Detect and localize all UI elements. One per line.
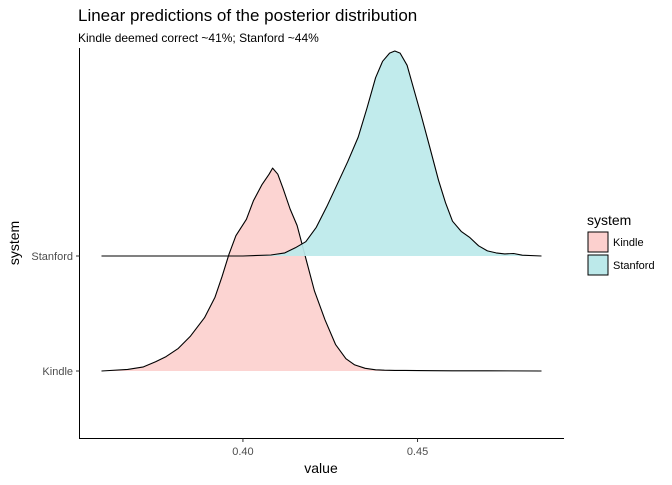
legend-key-kindle — [587, 231, 609, 253]
legend-key-stanford — [587, 254, 609, 276]
x-tick-label-1: 0.45 — [407, 446, 428, 458]
density-line-kindle — [101, 167, 542, 372]
legend-label-stanford: Stanford — [613, 260, 655, 272]
legend-title: system — [587, 212, 631, 228]
x-axis-ticks: 0.40 0.45 — [232, 438, 428, 458]
y-axis-title: system — [6, 221, 22, 265]
density-ridges — [101, 50, 542, 372]
legend-label-kindle: Kindle — [613, 237, 644, 249]
x-tick-label-0: 0.40 — [232, 446, 253, 458]
density-area-stanford — [101, 51, 542, 256]
y-tick-label-kindle: Kindle — [42, 366, 73, 378]
chart-title: Linear predictions of the posterior dist… — [78, 6, 417, 25]
density-line-stanford — [101, 50, 542, 257]
x-axis-title: value — [304, 460, 338, 476]
density-area-kindle — [101, 168, 542, 371]
legend: system Kindle Stanford — [587, 212, 655, 276]
y-tick-label-stanford: Stanford — [31, 251, 73, 263]
y-axis-ticks: Kindle Stanford — [31, 251, 80, 378]
chart-subtitle: Kindle deemed correct ~41%; Stanford ~44… — [78, 31, 319, 45]
